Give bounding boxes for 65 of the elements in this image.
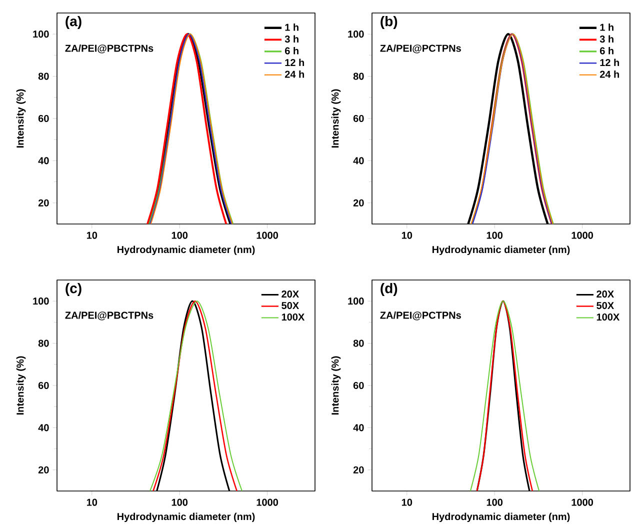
y-tick-label: 40 <box>38 424 49 432</box>
y-tick-label: 20 <box>38 199 49 206</box>
annotation: ZA/PEI@PCTPNs <box>380 311 461 320</box>
legend-label: 1 h <box>600 24 614 31</box>
x-axis-title: Hydrodynamic diameter (nm) <box>118 512 255 522</box>
legend-label: 1 h <box>285 24 298 31</box>
legend-label: 50X <box>596 302 614 310</box>
y-tick-label: 20 <box>38 466 49 474</box>
annotation: ZA/PEI@PCTPNs <box>380 44 461 54</box>
legend-label: 50X <box>282 302 299 310</box>
x-axis-title: Hydrodynamic diameter (nm) <box>118 246 255 256</box>
y-tick-label: 100 <box>348 30 364 38</box>
x-tick-label: 1000 <box>572 498 594 506</box>
y-tick-label: 100 <box>33 30 49 38</box>
y-axis-title: Intensity (%) <box>16 356 26 415</box>
x-tick-label: 1000 <box>572 232 594 239</box>
y-tick-label: 40 <box>38 157 49 164</box>
x-tick-label: 10 <box>86 232 98 239</box>
legend-label: 12 h <box>600 58 620 66</box>
y-tick-label: 100 <box>348 298 364 305</box>
legend-label: 6 h <box>600 47 614 54</box>
line-series <box>470 300 540 491</box>
legend-label: 3 h <box>284 35 298 43</box>
y-tick-label: 80 <box>353 72 364 80</box>
x-tick-label: 10 <box>402 232 412 239</box>
legend-label: 20X <box>282 290 299 298</box>
legend-label: 24 h <box>600 70 620 78</box>
annotation: (a) <box>66 16 82 30</box>
annotation: (b) <box>380 16 398 30</box>
y-tick-label: 80 <box>38 340 49 347</box>
y-tick-label: 100 <box>33 298 49 305</box>
x-tick-label: 10 <box>402 498 412 506</box>
x-tick-label: 100 <box>172 232 188 239</box>
y-axis-title: Intensity (%) <box>331 89 341 148</box>
y-axis-title: Intensity (%) <box>16 89 26 148</box>
x-axis-title: Hydrodynamic diameter (nm) <box>432 512 570 522</box>
legend-label: 100X <box>282 313 305 321</box>
y-tick-label: 80 <box>353 340 364 347</box>
legend-label: 24 h <box>284 70 304 78</box>
y-tick-label: 20 <box>353 199 364 206</box>
y-tick-label: 80 <box>38 72 49 80</box>
y-tick-label: 20 <box>353 466 364 474</box>
legend-label: 20X <box>596 290 614 298</box>
y-tick-label: 60 <box>38 382 49 390</box>
legend-label: 3 h <box>600 35 614 43</box>
y-tick-label: 40 <box>353 157 364 164</box>
x-tick-label: 100 <box>486 498 503 506</box>
y-axis-title: Intensity (%) <box>331 356 341 415</box>
y-tick-label: 60 <box>353 114 364 122</box>
annotation: (c) <box>66 282 82 296</box>
y-tick-label: 60 <box>353 382 364 390</box>
x-tick-label: 100 <box>486 232 503 239</box>
annotation: (d) <box>380 282 398 296</box>
annotation: ZA/PEI@PBCTPNs <box>65 311 154 320</box>
legend-label: 6 h <box>284 47 298 54</box>
x-tick-label: 1000 <box>256 232 278 239</box>
annotation: ZA/PEI@PBCTPNs <box>65 44 154 54</box>
x-tick-label: 1000 <box>256 498 278 506</box>
x-tick-label: 100 <box>172 498 188 506</box>
x-axis-title: Hydrodynamic diameter (nm) <box>432 246 570 256</box>
legend-label: 12 h <box>285 58 304 66</box>
y-tick-label: 60 <box>38 114 49 122</box>
y-tick-label: 40 <box>353 424 364 432</box>
x-tick-label: 10 <box>86 498 98 506</box>
legend-label: 100X <box>596 313 620 321</box>
